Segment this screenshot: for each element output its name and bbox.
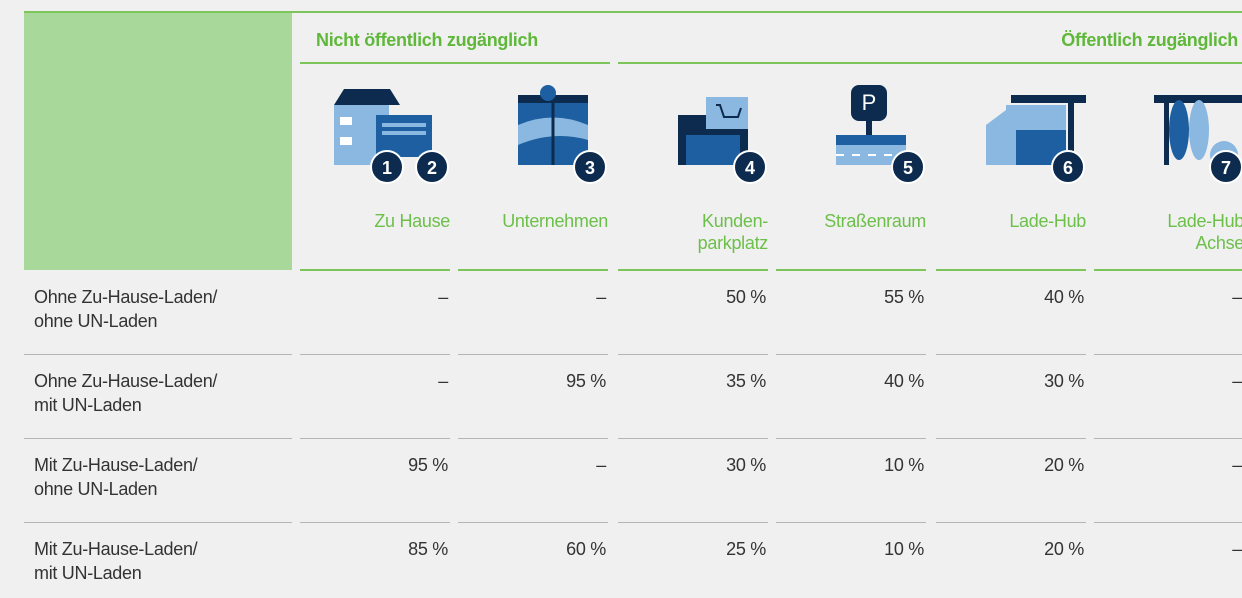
value-cell: 40 % bbox=[1044, 287, 1084, 307]
row-label: Ohne Zu-Hause-Laden/ ohne UN-Laden bbox=[34, 287, 218, 331]
value-cell: – bbox=[1232, 455, 1242, 475]
row-label: Mit Zu-Hause-Laden/ mit UN-Laden bbox=[34, 539, 198, 583]
header-rule bbox=[936, 269, 1086, 271]
value-cell: 50 % bbox=[726, 287, 766, 307]
value-cell: 10 % bbox=[884, 455, 924, 475]
row-divider bbox=[458, 354, 608, 355]
value-cell: 25 % bbox=[726, 539, 766, 559]
value-cell: 40 % bbox=[884, 371, 924, 391]
badge-number: 4 bbox=[745, 158, 755, 178]
row-divider bbox=[24, 354, 292, 355]
value-cell: – bbox=[596, 287, 606, 307]
header-rule bbox=[458, 269, 608, 271]
group-label: Nicht öffentlich zugänglich bbox=[316, 30, 538, 50]
row-divider bbox=[618, 522, 768, 523]
badge-number: 5 bbox=[903, 158, 913, 178]
header-rule bbox=[618, 269, 768, 271]
row-label: Mit Zu-Hause-Laden/ ohne UN-Laden bbox=[34, 455, 198, 499]
badge bbox=[1051, 150, 1085, 184]
row-divider bbox=[776, 438, 926, 439]
column-label: Zu Hause bbox=[374, 211, 450, 231]
row-divider bbox=[618, 354, 768, 355]
badge bbox=[370, 150, 404, 184]
column-icon: 4 bbox=[678, 97, 767, 184]
row-divider bbox=[776, 354, 926, 355]
row-divider bbox=[1094, 438, 1242, 439]
row-divider bbox=[300, 354, 450, 355]
value-cell: – bbox=[1232, 371, 1242, 391]
row-divider bbox=[1094, 522, 1242, 523]
value-cell: 55 % bbox=[884, 287, 924, 307]
row-divider bbox=[936, 522, 1086, 523]
row-divider bbox=[300, 522, 450, 523]
column-icon: 3 bbox=[518, 85, 607, 184]
badge bbox=[891, 150, 925, 184]
value-cell: – bbox=[438, 371, 448, 391]
value-cell: 20 % bbox=[1044, 455, 1084, 475]
header-rule bbox=[1094, 269, 1242, 271]
value-cell: – bbox=[1232, 287, 1242, 307]
value-cell: 85 % bbox=[408, 539, 448, 559]
row-divider bbox=[936, 354, 1086, 355]
group-rule bbox=[618, 62, 1242, 64]
value-cell: 20 % bbox=[1044, 539, 1084, 559]
badge-number: 7 bbox=[1221, 158, 1231, 178]
value-cell: – bbox=[438, 287, 448, 307]
row-divider bbox=[300, 438, 450, 439]
row-divider bbox=[458, 522, 608, 523]
column-label: Unternehmen bbox=[502, 211, 608, 231]
badge bbox=[1209, 150, 1242, 184]
top-rule bbox=[24, 11, 1242, 13]
row-divider bbox=[458, 438, 608, 439]
badge-number: 1 bbox=[382, 158, 392, 178]
badge bbox=[733, 150, 767, 184]
header-rule bbox=[776, 269, 926, 271]
badge-number: 3 bbox=[585, 158, 595, 178]
badge bbox=[415, 150, 449, 184]
column-label: Straßenraum bbox=[824, 211, 926, 231]
row-divider bbox=[776, 522, 926, 523]
row-divider bbox=[618, 438, 768, 439]
group-label: Öffentlich zugänglich bbox=[1061, 30, 1238, 50]
value-cell: 35 % bbox=[726, 371, 766, 391]
value-cell: 10 % bbox=[884, 539, 924, 559]
row-divider bbox=[24, 438, 292, 439]
corner-cell bbox=[24, 13, 292, 270]
column-label: Lade-Hub bbox=[1009, 211, 1086, 231]
column-label: Lade-Hub Achse bbox=[1167, 211, 1242, 253]
column-icon: P5 bbox=[836, 85, 925, 184]
column-icon: 6 bbox=[986, 95, 1086, 184]
row-divider bbox=[1094, 354, 1242, 355]
badge-number: 6 bbox=[1063, 158, 1073, 178]
row-divider bbox=[936, 438, 1086, 439]
value-cell: 30 % bbox=[726, 455, 766, 475]
column-icon: 7 bbox=[1154, 95, 1242, 184]
svg-text:P: P bbox=[862, 90, 877, 115]
group-rule bbox=[300, 62, 610, 64]
badge bbox=[573, 150, 607, 184]
row-label: Ohne Zu-Hause-Laden/ mit UN-Laden bbox=[34, 371, 218, 415]
value-cell: – bbox=[1232, 539, 1242, 559]
header-rule bbox=[300, 269, 450, 271]
badge-number: 2 bbox=[427, 158, 437, 178]
value-cell: 95 % bbox=[408, 455, 448, 475]
column-label: Kunden- parkplatz bbox=[697, 211, 769, 253]
value-cell: 95 % bbox=[566, 371, 606, 391]
value-cell: – bbox=[596, 455, 606, 475]
value-cell: 30 % bbox=[1044, 371, 1084, 391]
value-cell: 60 % bbox=[566, 539, 606, 559]
row-divider bbox=[24, 522, 292, 523]
